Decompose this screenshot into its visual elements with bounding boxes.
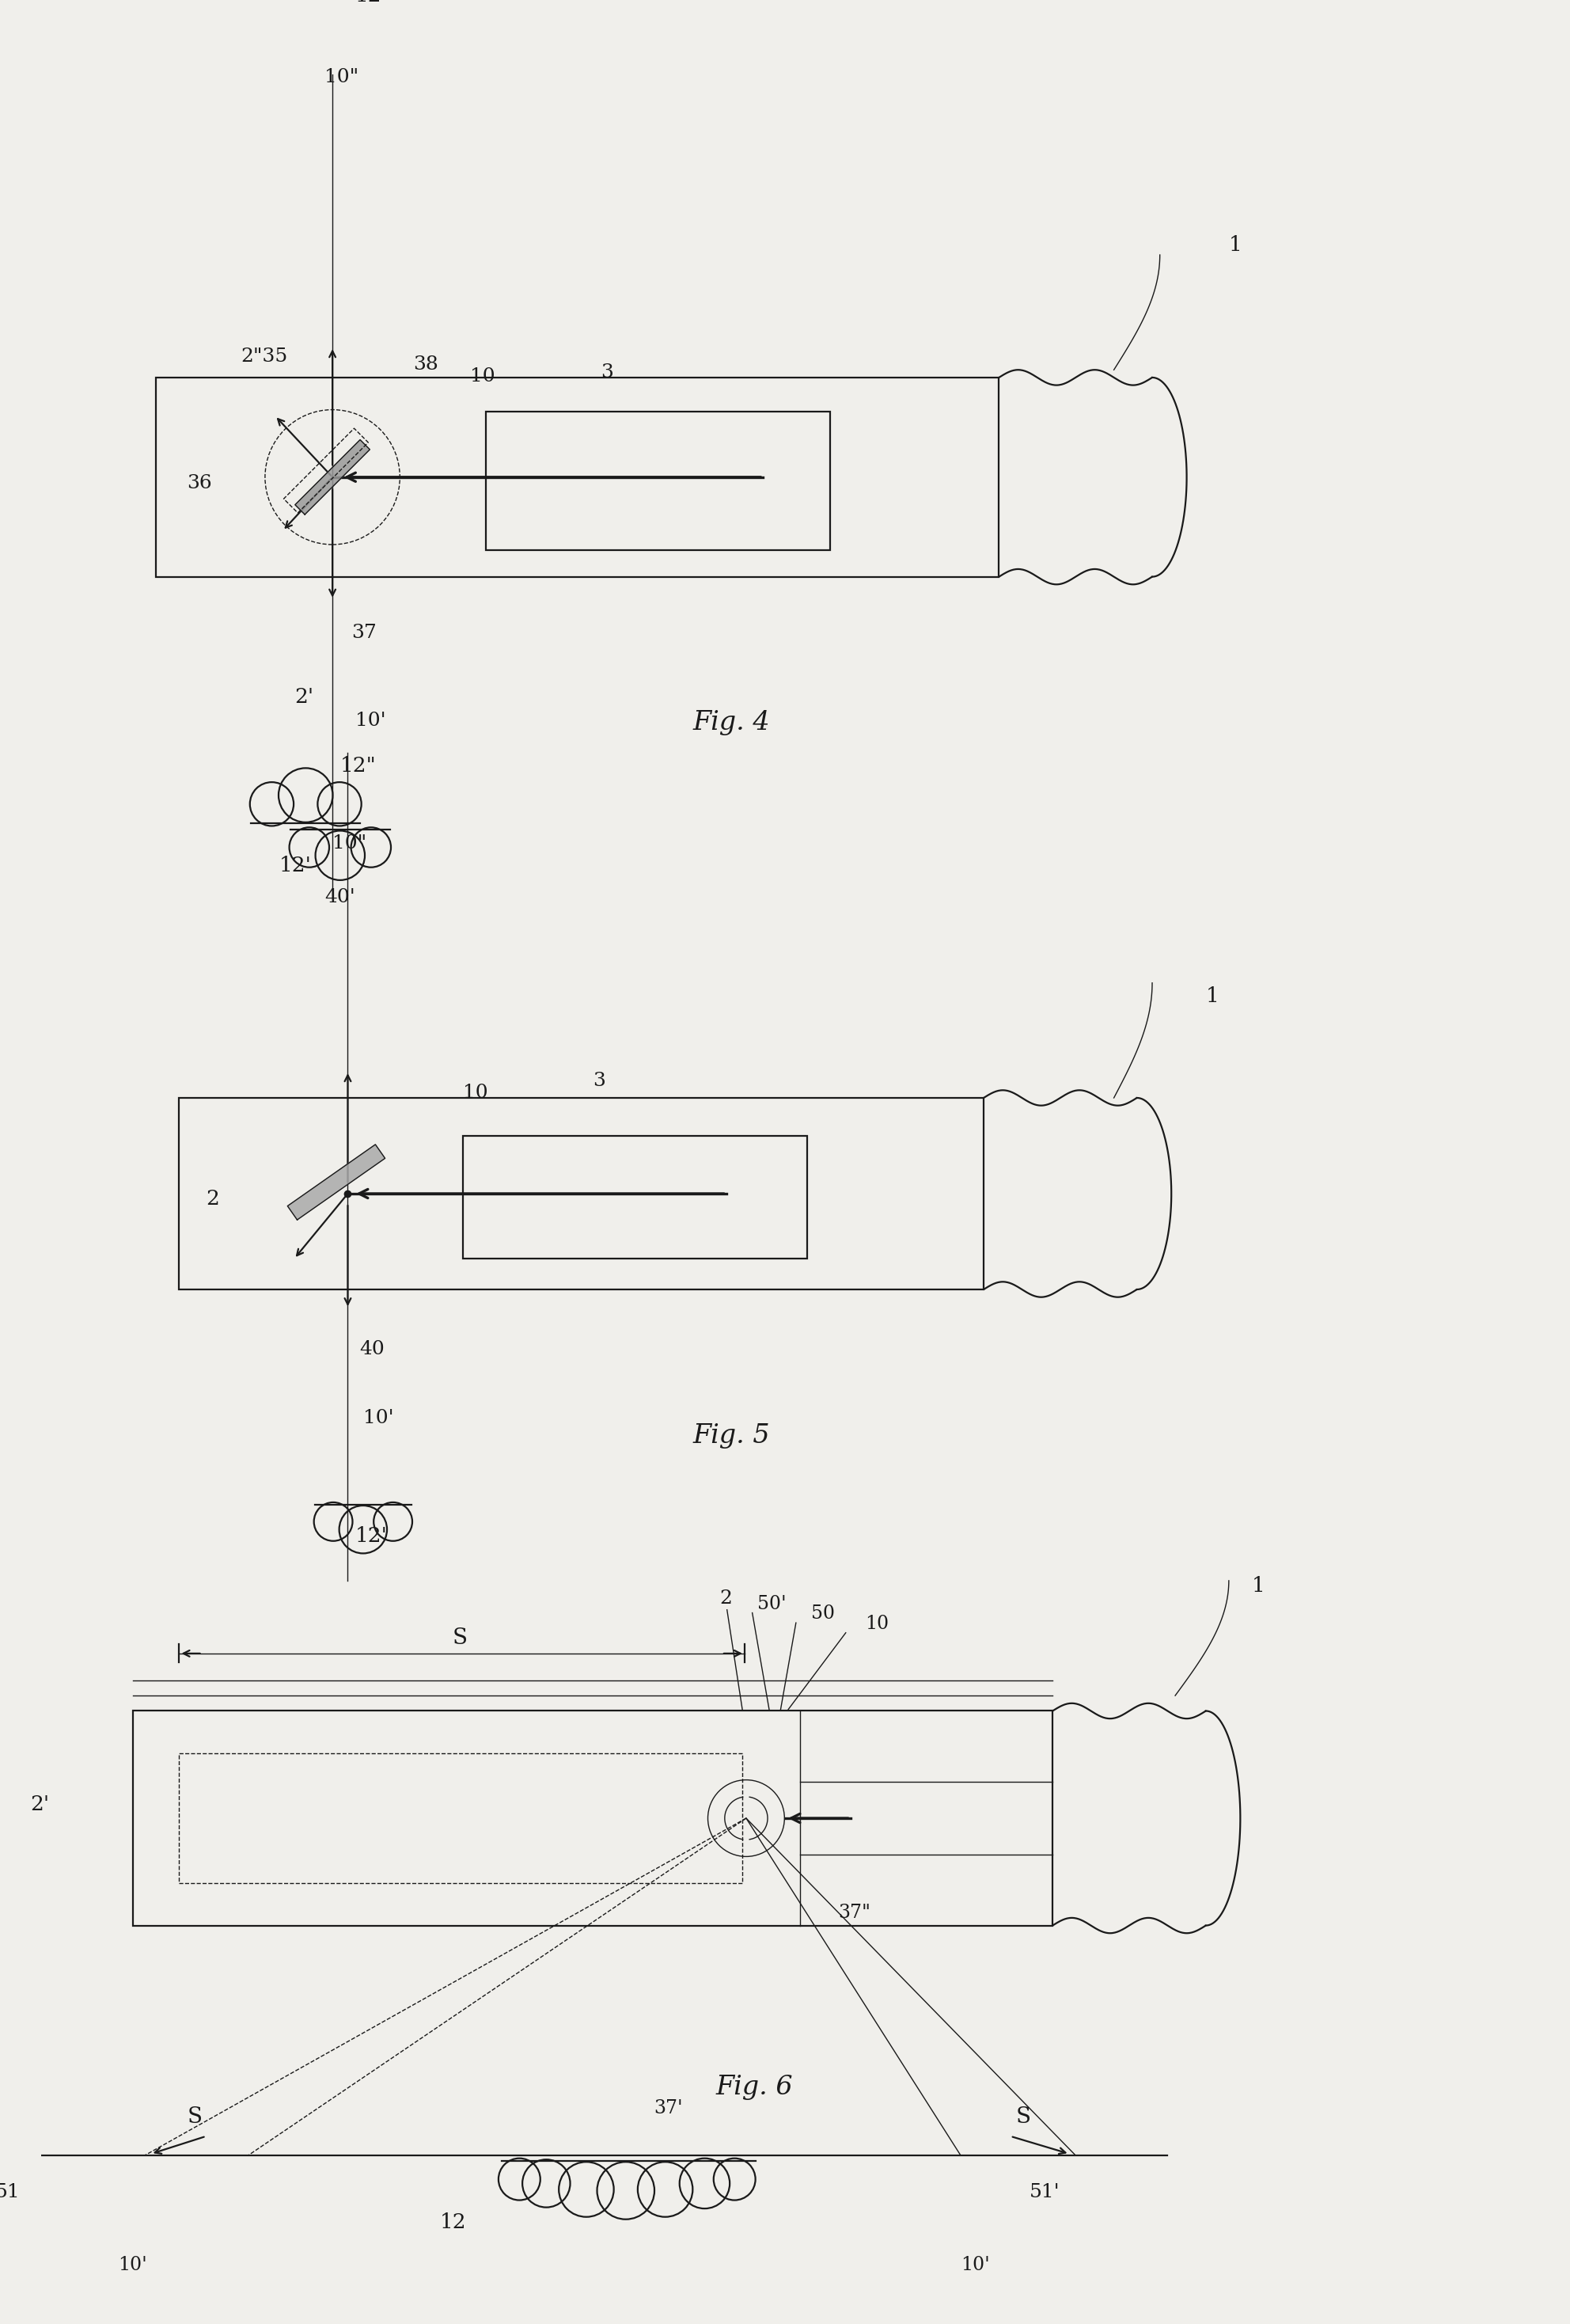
Polygon shape [287, 1143, 385, 1220]
Text: 10: 10 [865, 1615, 889, 1634]
Text: 2: 2 [719, 1590, 732, 1608]
Text: 40': 40' [325, 888, 355, 906]
Text: 50: 50 [812, 1604, 835, 1622]
Text: 1: 1 [1206, 985, 1218, 1006]
Text: 40: 40 [360, 1341, 385, 1360]
Text: Fig. 4: Fig. 4 [692, 711, 769, 737]
Text: 10": 10" [333, 834, 367, 853]
Text: 12: 12 [440, 2212, 466, 2231]
Text: 12': 12' [279, 855, 311, 876]
Text: 38: 38 [413, 356, 438, 374]
Bar [179, 1097, 984, 1290]
Text: 36: 36 [187, 474, 212, 493]
Text: 12": 12" [355, 0, 391, 7]
Text: 3: 3 [593, 1071, 606, 1090]
Text: 2: 2 [206, 1190, 220, 1208]
Text: 10': 10' [355, 711, 386, 730]
Text: 10: 10 [463, 1083, 488, 1102]
Text: 37': 37' [655, 2099, 683, 2117]
Text: 10': 10' [118, 2257, 148, 2275]
Text: 51: 51 [0, 2182, 20, 2201]
Bar [179, 1752, 743, 1882]
Text: 37: 37 [352, 623, 377, 641]
Text: 10: 10 [471, 367, 496, 386]
Text: 1: 1 [1251, 1576, 1265, 1597]
Text: 2': 2' [294, 688, 314, 706]
Text: 37": 37" [838, 1903, 870, 1922]
Text: 10': 10' [961, 2257, 989, 2275]
Polygon shape [295, 439, 371, 514]
Text: S: S [187, 2106, 203, 2129]
Text: 10': 10' [363, 1408, 394, 1427]
Text: 1: 1 [1229, 235, 1242, 256]
Bar [463, 1136, 807, 1260]
Text: 3: 3 [601, 363, 614, 381]
Text: S: S [1016, 2106, 1031, 2129]
Text: Fig. 6: Fig. 6 [716, 2075, 793, 2099]
Text: 10": 10" [325, 67, 360, 86]
Text: 12": 12" [341, 755, 377, 776]
Text: 50': 50' [758, 1594, 787, 1613]
Text: Fig. 5: Fig. 5 [692, 1422, 769, 1448]
Text: 12': 12' [355, 1527, 388, 1545]
Bar [485, 411, 831, 551]
Text: S: S [452, 1627, 468, 1650]
Text: 2': 2' [30, 1794, 49, 1815]
Text: 2"35: 2"35 [240, 349, 287, 365]
Text: 51': 51' [1030, 2182, 1060, 2201]
Bar [157, 376, 999, 576]
Bar [133, 1710, 1052, 1927]
